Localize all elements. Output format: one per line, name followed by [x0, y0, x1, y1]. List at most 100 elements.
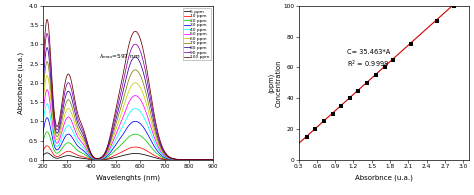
Text: $\lambda_{max}$=597 nm: $\lambda_{max}$=597 nm [99, 52, 140, 61]
30 ppm [206, 159, 211, 161]
Line: 60 ppm: 60 ppm [43, 76, 213, 160]
40 ppm [206, 159, 211, 161]
20 ppm [123, 139, 128, 141]
Line: 40 ppm: 40 ppm [43, 104, 213, 160]
50 ppm [210, 159, 216, 161]
100 ppm [118, 83, 124, 85]
60 ppm [206, 159, 211, 161]
40 ppm [44, 103, 50, 105]
40 ppm [174, 159, 180, 161]
60 ppm [210, 159, 216, 161]
50 ppm [49, 114, 55, 117]
90 ppm [210, 159, 216, 161]
90 ppm [123, 69, 128, 71]
5 ppm [174, 159, 180, 161]
80 ppm [206, 159, 211, 161]
70 ppm [49, 97, 55, 99]
Point [329, 112, 337, 115]
50 ppm [174, 158, 180, 161]
Point [355, 89, 362, 92]
80 ppm [174, 158, 180, 161]
5 ppm [118, 155, 124, 157]
70 ppm [174, 158, 180, 161]
70 ppm [40, 99, 46, 101]
10 ppm [49, 150, 55, 152]
60 ppm [123, 99, 128, 101]
Line: 30 ppm: 30 ppm [43, 118, 213, 160]
90 ppm [206, 159, 211, 161]
10 ppm [206, 159, 211, 161]
70 ppm [206, 159, 211, 161]
40 ppm [123, 119, 128, 121]
60 ppm [174, 158, 180, 161]
50 ppm [206, 159, 211, 161]
10 ppm [174, 159, 180, 161]
90 ppm [40, 82, 46, 84]
100 ppm [49, 70, 55, 72]
30 ppm [118, 136, 124, 138]
100 ppm [206, 159, 211, 161]
20 ppm [44, 131, 50, 133]
20 ppm [210, 159, 216, 161]
70 ppm [44, 60, 50, 63]
70 ppm [118, 105, 124, 108]
40 ppm [40, 125, 46, 127]
80 ppm [44, 46, 50, 49]
80 ppm [206, 159, 211, 161]
5 ppm [49, 154, 55, 157]
40 ppm [49, 123, 55, 126]
60 ppm [44, 74, 50, 77]
50 ppm [44, 89, 50, 91]
Point [389, 58, 397, 61]
X-axis label: Absorbnce (u.a.): Absorbnce (u.a.) [355, 175, 413, 181]
20 ppm [206, 159, 211, 161]
5 ppm [123, 154, 128, 156]
30 ppm [49, 132, 55, 134]
70 ppm [206, 159, 211, 161]
5 ppm [44, 152, 50, 154]
Line: 100 ppm: 100 ppm [43, 20, 213, 160]
90 ppm [44, 32, 50, 35]
60 ppm [206, 159, 211, 161]
90 ppm [174, 158, 180, 160]
80 ppm [118, 98, 124, 100]
Point [285, 151, 292, 154]
Point [311, 128, 319, 131]
50 ppm [206, 159, 211, 161]
Point [450, 4, 458, 7]
30 ppm [210, 159, 216, 161]
Point [433, 20, 441, 23]
100 ppm [174, 158, 180, 160]
70 ppm [210, 159, 216, 161]
90 ppm [118, 90, 124, 93]
80 ppm [210, 159, 216, 161]
Line: 50 ppm: 50 ppm [43, 90, 213, 160]
100 ppm [40, 73, 46, 76]
Point [364, 81, 371, 84]
10 ppm [40, 150, 46, 152]
60 ppm [118, 113, 124, 115]
5 ppm [210, 159, 216, 161]
Line: 80 ppm: 80 ppm [43, 48, 213, 160]
30 ppm [174, 159, 180, 161]
60 ppm [49, 105, 55, 108]
Line: 10 ppm: 10 ppm [43, 146, 213, 160]
90 ppm [49, 79, 55, 81]
Line: 5 ppm: 5 ppm [43, 153, 213, 160]
90 ppm [206, 159, 211, 161]
5 ppm [206, 159, 211, 161]
30 ppm [40, 133, 46, 136]
X-axis label: Wavelenghts (nm): Wavelenghts (nm) [96, 175, 160, 181]
5 ppm [206, 159, 211, 161]
70 ppm [123, 89, 128, 91]
10 ppm [206, 159, 211, 161]
Point [407, 43, 415, 46]
30 ppm [206, 159, 211, 161]
50 ppm [40, 116, 46, 118]
Line: 70 ppm: 70 ppm [43, 62, 213, 160]
Text: C= 35.463*A
R$^2$ = 0.9998: C= 35.463*A R$^2$ = 0.9998 [347, 49, 391, 70]
10 ppm [44, 145, 50, 147]
20 ppm [206, 159, 211, 161]
80 ppm [123, 79, 128, 81]
40 ppm [206, 159, 211, 161]
